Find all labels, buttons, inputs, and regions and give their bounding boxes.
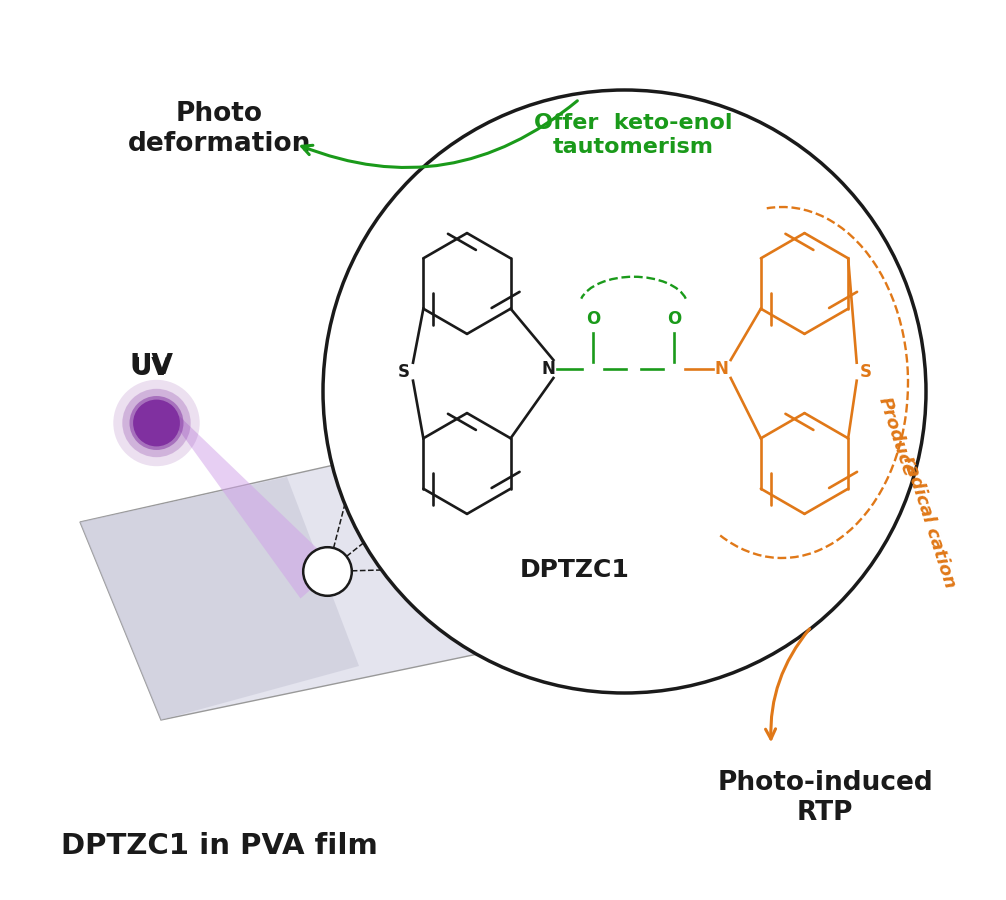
- Text: Produce: Produce: [875, 394, 917, 479]
- Circle shape: [133, 400, 180, 446]
- Polygon shape: [80, 477, 359, 720]
- Text: radical cation: radical cation: [898, 454, 959, 590]
- Text: S: S: [860, 363, 872, 381]
- Text: Photo-induced
RTP: Photo-induced RTP: [717, 770, 934, 825]
- Circle shape: [123, 389, 191, 457]
- Polygon shape: [179, 416, 336, 598]
- Text: DPTZC1 in PVA film: DPTZC1 in PVA film: [61, 832, 378, 860]
- Text: UV: UV: [132, 356, 172, 380]
- Text: O: O: [585, 310, 601, 328]
- Text: N: N: [714, 360, 728, 378]
- Circle shape: [114, 380, 200, 466]
- Text: DPTZC1: DPTZC1: [520, 558, 630, 581]
- Text: N: N: [541, 360, 555, 378]
- Circle shape: [130, 396, 183, 450]
- Text: O: O: [667, 310, 681, 328]
- Text: S: S: [398, 363, 410, 381]
- Text: Photo
deformation: Photo deformation: [128, 101, 311, 157]
- Polygon shape: [80, 423, 593, 720]
- Circle shape: [323, 90, 926, 693]
- Circle shape: [303, 547, 352, 596]
- Text: Offer  keto-enol
tautomerism: Offer keto-enol tautomerism: [534, 112, 732, 158]
- Text: UV: UV: [130, 352, 174, 380]
